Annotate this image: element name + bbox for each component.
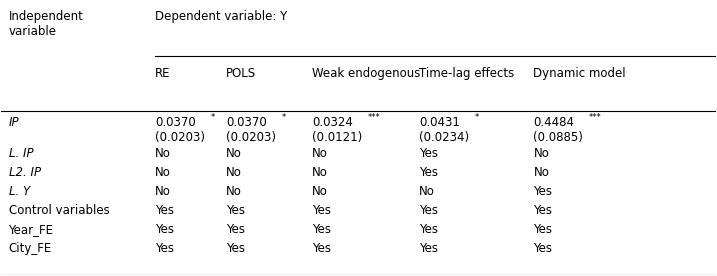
Text: Weak endogenous: Weak endogenous	[312, 67, 420, 80]
Text: Time-lag effects: Time-lag effects	[419, 67, 515, 80]
Text: (0.0121): (0.0121)	[312, 131, 362, 144]
Text: Dynamic model: Dynamic model	[533, 67, 626, 80]
Text: L. Y: L. Y	[9, 185, 29, 198]
Text: 0.0370: 0.0370	[227, 116, 267, 129]
Text: (0.0203): (0.0203)	[155, 131, 205, 144]
Text: No: No	[312, 166, 328, 179]
Text: 0.0431: 0.0431	[419, 116, 460, 129]
Text: (0.0885): (0.0885)	[533, 131, 584, 144]
Text: No: No	[227, 185, 242, 198]
Text: ***: ***	[368, 113, 381, 123]
Text: No: No	[312, 147, 328, 160]
Text: POLS: POLS	[227, 67, 257, 80]
Text: *: *	[211, 113, 215, 123]
Text: Yes: Yes	[419, 204, 438, 217]
Text: Yes: Yes	[419, 223, 438, 236]
Text: No: No	[312, 185, 328, 198]
Text: No: No	[419, 185, 435, 198]
Text: No: No	[533, 147, 549, 160]
Text: RE: RE	[155, 67, 171, 80]
Text: Yes: Yes	[155, 242, 174, 255]
Text: No: No	[227, 147, 242, 160]
Text: No: No	[227, 166, 242, 179]
Text: Yes: Yes	[155, 223, 174, 236]
Text: No: No	[155, 185, 171, 198]
Text: Dependent variable: Y: Dependent variable: Y	[155, 10, 288, 23]
Text: ***: ***	[589, 113, 602, 123]
Text: 0.0370: 0.0370	[155, 116, 196, 129]
Text: 0.0324: 0.0324	[312, 116, 353, 129]
Text: IP: IP	[9, 116, 19, 129]
Text: (0.0234): (0.0234)	[419, 131, 470, 144]
Text: Yes: Yes	[227, 204, 245, 217]
Text: *: *	[475, 113, 479, 123]
Text: Yes: Yes	[227, 242, 245, 255]
Text: Yes: Yes	[227, 223, 245, 236]
Text: Yes: Yes	[533, 242, 553, 255]
Text: Yes: Yes	[312, 204, 331, 217]
Text: Yes: Yes	[533, 185, 553, 198]
Text: (0.0203): (0.0203)	[227, 131, 276, 144]
Text: City_FE: City_FE	[9, 242, 52, 255]
Text: Yes: Yes	[419, 242, 438, 255]
Text: Yes: Yes	[419, 166, 438, 179]
Text: Year_FE: Year_FE	[9, 223, 54, 236]
Text: Yes: Yes	[312, 223, 331, 236]
Text: *: *	[282, 113, 286, 123]
Text: No: No	[155, 166, 171, 179]
Text: Independent
variable: Independent variable	[9, 10, 83, 38]
Text: No: No	[533, 166, 549, 179]
Text: Yes: Yes	[533, 204, 553, 217]
Text: Control variables: Control variables	[9, 204, 109, 217]
Text: Yes: Yes	[155, 204, 174, 217]
Text: Yes: Yes	[419, 147, 438, 160]
Text: L2. IP: L2. IP	[9, 166, 41, 179]
Text: Yes: Yes	[312, 242, 331, 255]
Text: No: No	[155, 147, 171, 160]
Text: Yes: Yes	[533, 223, 553, 236]
Text: 0.4484: 0.4484	[533, 116, 574, 129]
Text: L. IP: L. IP	[9, 147, 33, 160]
